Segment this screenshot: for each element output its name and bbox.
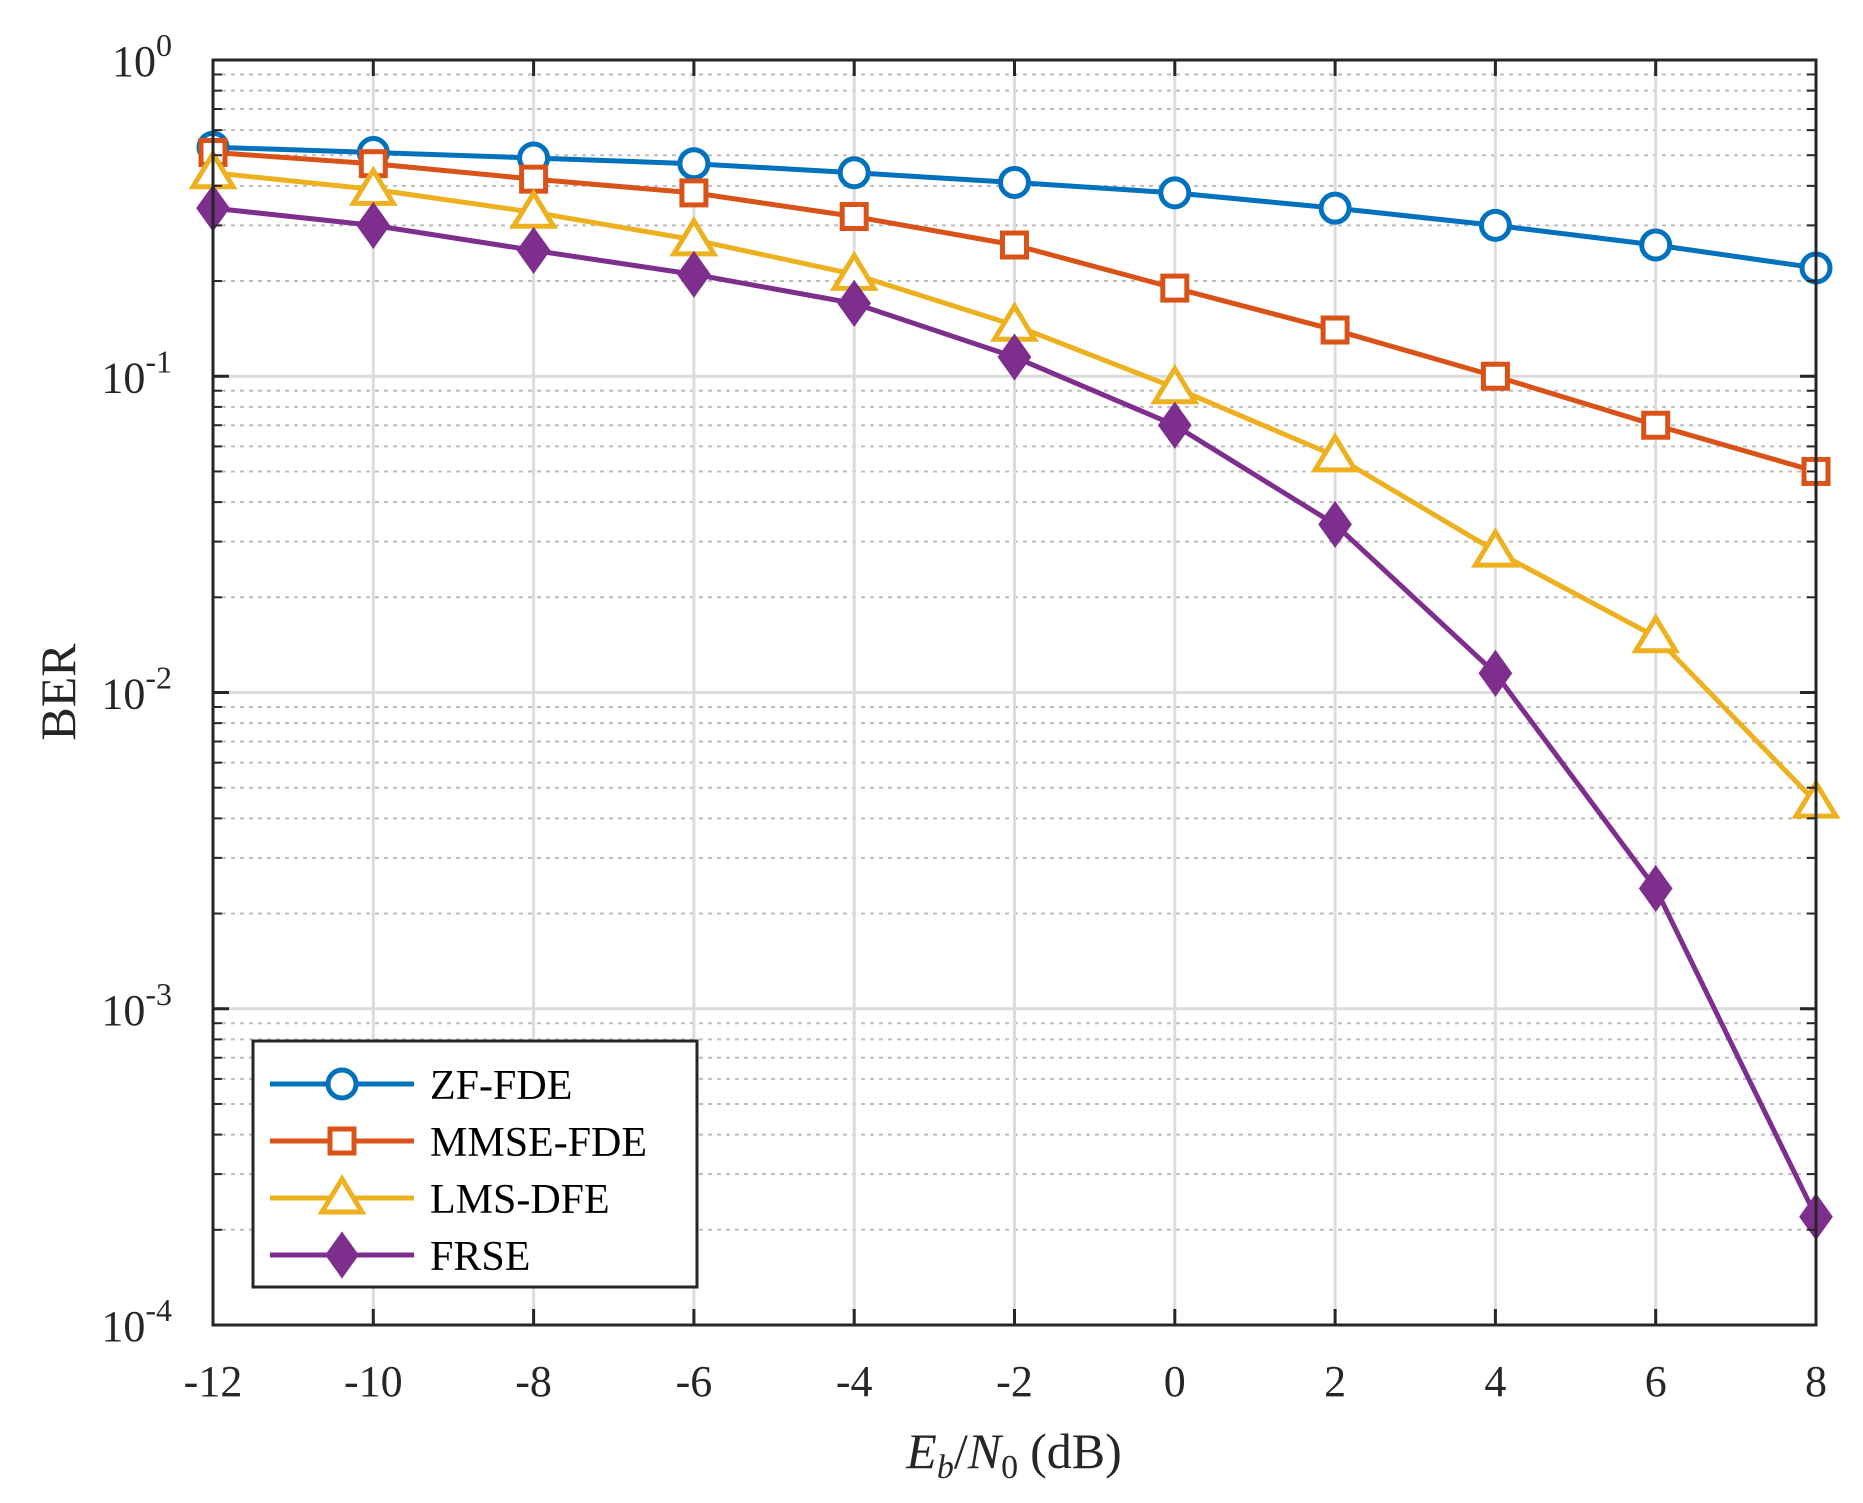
y-tick-label: 10-2 bbox=[101, 660, 172, 719]
legend-entry-zf-fde: ZF-FDE bbox=[270, 1063, 572, 1109]
data-point-frse bbox=[1478, 649, 1513, 697]
x-tick-label: -8 bbox=[515, 1357, 552, 1406]
data-point-mmse-fde bbox=[1480, 361, 1510, 391]
data-point-mmse-fde bbox=[519, 164, 549, 194]
legend-label: LMS-DFE bbox=[430, 1177, 610, 1223]
y-axis-title: BER bbox=[30, 643, 86, 741]
data-point-zf-fde bbox=[837, 156, 871, 190]
y-tick-label: 10-4 bbox=[101, 1292, 172, 1351]
x-tick-label: -6 bbox=[676, 1357, 713, 1406]
x-tick-label: 4 bbox=[1484, 1357, 1506, 1406]
legend-marker bbox=[325, 1231, 359, 1279]
data-point-mmse-fde bbox=[1160, 273, 1190, 303]
x-tick-label: -2 bbox=[996, 1357, 1033, 1406]
legend-label: ZF-FDE bbox=[430, 1063, 572, 1109]
data-point-zf-fde bbox=[1318, 191, 1352, 225]
data-point-zf-fde bbox=[1639, 228, 1673, 262]
data-point-mmse-fde bbox=[1000, 230, 1029, 260]
x-tick-label: 0 bbox=[1164, 1357, 1186, 1406]
data-point-frse bbox=[1318, 500, 1352, 549]
y-tick-label: 10-1 bbox=[101, 343, 172, 402]
legend-entry-mmse-fde: MMSE-FDE bbox=[270, 1120, 647, 1166]
legend-label: MMSE-FDE bbox=[430, 1120, 647, 1166]
data-point-zf-fde bbox=[998, 165, 1031, 199]
x-tick-label: -10 bbox=[344, 1357, 403, 1406]
data-point-frse bbox=[356, 201, 391, 249]
data-point-lms-dfe bbox=[1631, 612, 1681, 654]
y-tick-label: 10-3 bbox=[101, 976, 172, 1035]
legend: ZF-FDE MMSE-FDE LMS-DFE FRSE bbox=[251, 1039, 699, 1289]
data-point-lms-dfe bbox=[1310, 432, 1360, 473]
data-point-zf-fde bbox=[677, 147, 711, 181]
data-point-frse bbox=[516, 226, 551, 274]
data-point-frse bbox=[1638, 864, 1673, 913]
data-point-frse bbox=[837, 279, 872, 327]
x-axis-title: Eb/N0 (dB) bbox=[905, 1423, 1121, 1486]
legend-entry-frse: FRSE bbox=[270, 1231, 530, 1280]
data-point-frse bbox=[1157, 401, 1192, 449]
legend-entry-lms-dfe: LMS-DFE bbox=[270, 1174, 610, 1223]
x-tick-labels: -12 -10 -8 -6 -4 -2 0 2 4 6 8 bbox=[184, 1357, 1827, 1406]
x-tick-label: -12 bbox=[184, 1357, 243, 1406]
data-point-frse bbox=[677, 250, 711, 298]
series-lms-dfe bbox=[188, 148, 1841, 819]
axis-ticks bbox=[211, 58, 1818, 1327]
x-tick-label: -4 bbox=[836, 1357, 873, 1406]
data-point-lms-dfe bbox=[1470, 527, 1520, 568]
data-point-zf-fde bbox=[1478, 208, 1512, 242]
x-tick-label: 8 bbox=[1805, 1357, 1827, 1406]
data-point-zf-fde bbox=[1158, 176, 1192, 210]
data-point-mmse-fde bbox=[1641, 410, 1671, 440]
x-tick-label: 2 bbox=[1324, 1357, 1346, 1406]
data-point-frse bbox=[997, 333, 1032, 381]
legend-marker bbox=[325, 1067, 359, 1101]
legend-label: FRSE bbox=[430, 1234, 530, 1280]
y-tick-labels: 10-4 10-3 10-2 10-1 100 bbox=[101, 27, 172, 1351]
x-tick-label: 6 bbox=[1645, 1357, 1667, 1406]
legend-marker bbox=[317, 1174, 367, 1215]
data-point-mmse-fde bbox=[839, 201, 869, 231]
series-zf-fde bbox=[196, 130, 1833, 285]
data-point-mmse-fde bbox=[1320, 315, 1350, 345]
y-tick-label: 100 bbox=[112, 27, 172, 86]
legend-marker bbox=[327, 1126, 357, 1156]
data-point-mmse-fde bbox=[679, 178, 709, 208]
data-point-lms-dfe bbox=[509, 188, 559, 229]
